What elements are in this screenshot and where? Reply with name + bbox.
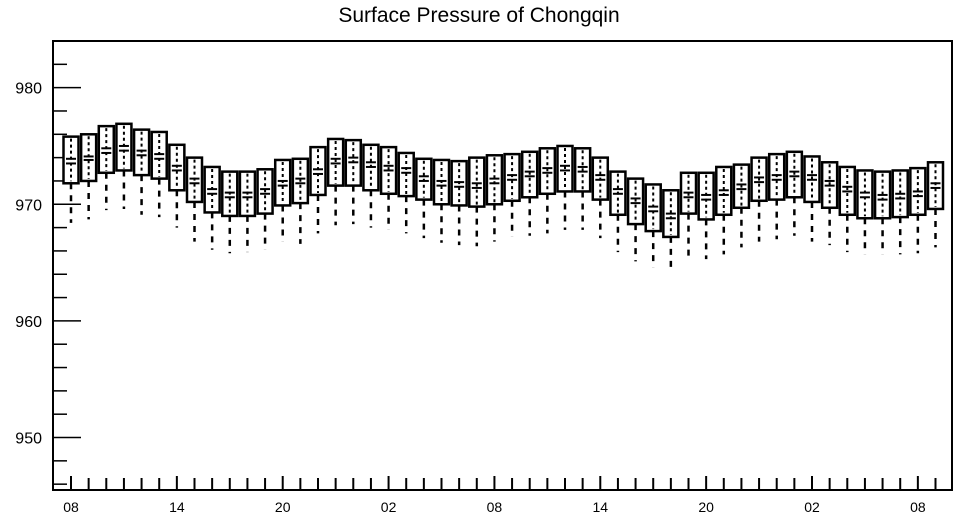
box bbox=[820, 161, 839, 246]
box bbox=[362, 143, 380, 228]
box bbox=[609, 170, 627, 253]
box bbox=[697, 171, 715, 260]
x-tick-label: 20 bbox=[275, 499, 291, 515]
box-body bbox=[97, 124, 116, 175]
box bbox=[62, 135, 80, 223]
box bbox=[573, 147, 592, 230]
x-tick-label: 14 bbox=[169, 499, 185, 515]
box-body bbox=[79, 133, 98, 183]
box bbox=[750, 156, 768, 242]
box-body bbox=[326, 137, 345, 187]
box bbox=[344, 138, 363, 225]
box-body bbox=[150, 130, 168, 180]
y-tick-label: 970 bbox=[15, 197, 42, 214]
box bbox=[662, 189, 680, 271]
box bbox=[256, 168, 274, 250]
box bbox=[803, 155, 821, 242]
box bbox=[97, 124, 116, 211]
box bbox=[150, 130, 168, 218]
box bbox=[168, 143, 186, 228]
box bbox=[715, 165, 733, 255]
box bbox=[626, 177, 645, 262]
box bbox=[785, 150, 804, 236]
box-body bbox=[468, 156, 486, 208]
box bbox=[415, 157, 433, 239]
y-tick-label: 960 bbox=[15, 314, 42, 331]
box bbox=[926, 161, 945, 248]
x-tick-label: 08 bbox=[63, 499, 79, 515]
box bbox=[767, 152, 786, 240]
box bbox=[397, 151, 415, 234]
box bbox=[309, 145, 327, 234]
box-body bbox=[644, 183, 662, 233]
box bbox=[679, 171, 698, 256]
x-tick-label: 02 bbox=[381, 499, 397, 515]
box-body bbox=[503, 152, 521, 203]
box-body bbox=[309, 145, 327, 197]
x-tick-label: 02 bbox=[804, 499, 820, 515]
box-series bbox=[62, 122, 945, 271]
box bbox=[520, 150, 539, 236]
box bbox=[326, 137, 345, 226]
box bbox=[591, 156, 610, 239]
box bbox=[468, 156, 486, 247]
box bbox=[238, 170, 257, 253]
y-tick-label: 980 bbox=[15, 81, 42, 98]
box-body bbox=[62, 135, 80, 185]
x-tick-label: 14 bbox=[592, 499, 608, 515]
x-axis: 08 14 20 02 08 14 20 02 08 bbox=[63, 476, 937, 515]
box bbox=[538, 147, 557, 234]
box bbox=[485, 154, 504, 242]
box bbox=[856, 169, 874, 255]
box bbox=[450, 159, 468, 246]
box bbox=[432, 158, 451, 243]
x-tick-label: 20 bbox=[698, 499, 714, 515]
box bbox=[503, 152, 521, 237]
box bbox=[132, 128, 151, 215]
box bbox=[891, 169, 909, 255]
box bbox=[273, 158, 292, 242]
box bbox=[291, 157, 310, 244]
box bbox=[909, 166, 927, 254]
box-body bbox=[856, 169, 874, 220]
box-body bbox=[697, 171, 715, 221]
box bbox=[203, 165, 221, 250]
y-axis: 950 960 970 980 bbox=[15, 40, 81, 485]
chart-title: Surface Pressure of Chongqin bbox=[338, 4, 620, 27]
box bbox=[873, 170, 892, 255]
box-body bbox=[926, 161, 945, 211]
box bbox=[79, 133, 98, 220]
plot-frame bbox=[52, 40, 953, 491]
box-body bbox=[115, 122, 133, 172]
box bbox=[379, 145, 398, 230]
x-tick-label: 08 bbox=[487, 499, 503, 515]
box bbox=[644, 183, 662, 268]
box bbox=[838, 165, 857, 253]
box bbox=[115, 122, 133, 209]
box-body bbox=[485, 154, 504, 206]
box bbox=[185, 156, 204, 242]
box bbox=[556, 144, 574, 230]
y-tick-label: 950 bbox=[15, 431, 42, 448]
x-tick-label: 08 bbox=[910, 499, 926, 515]
box bbox=[732, 163, 751, 248]
box bbox=[221, 170, 239, 254]
